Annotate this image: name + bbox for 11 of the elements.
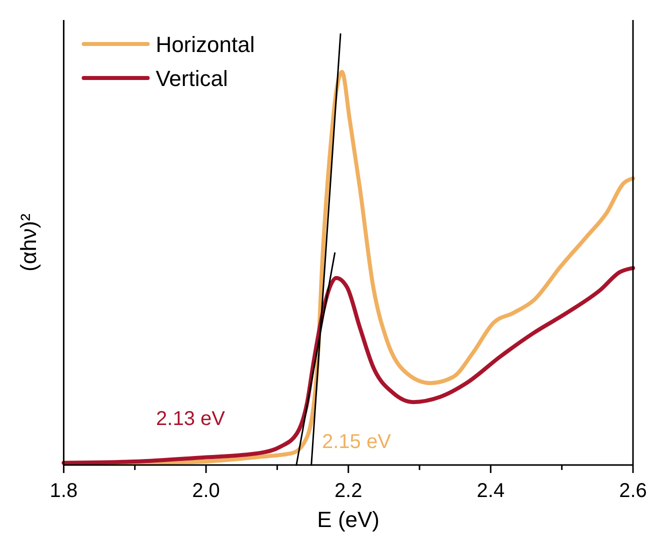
y-axis-title: (αhν)² [16,214,41,272]
legend-label: Horizontal [156,32,255,57]
x-tick-label: 2.6 [619,480,647,502]
x-axis-title: E (eV) [317,507,380,532]
annotation: 2.13 eV [156,408,226,430]
text: 2.0 [192,480,220,502]
x-tick-label: 2.2 [334,480,362,502]
x-tick-label: 2.4 [476,480,505,502]
x-tick-label: 1.8 [50,480,78,502]
legend-label: Vertical [156,66,228,91]
annotation: 2.15 eV [322,431,392,453]
